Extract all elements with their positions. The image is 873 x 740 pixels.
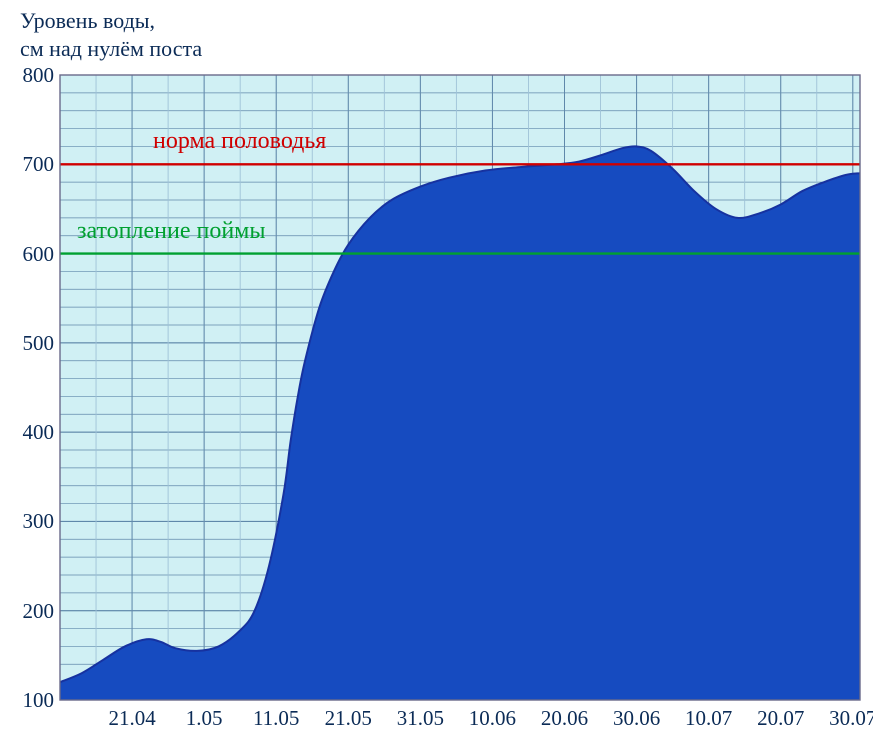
x-tick-label: 10.06 <box>469 706 516 731</box>
x-tick-label: 21.04 <box>108 706 155 731</box>
x-tick-label: 20.07 <box>757 706 804 731</box>
x-tick-label: 30.06 <box>613 706 660 731</box>
x-tick-label: 20.06 <box>541 706 588 731</box>
x-tick-label: 30.07 <box>829 706 873 731</box>
x-tick-label: 31.05 <box>397 706 444 731</box>
threshold-label: затопление поймы <box>77 218 266 245</box>
x-tick-label: 11.05 <box>253 706 299 731</box>
chart-plot <box>0 0 873 740</box>
threshold-label: норма половодья <box>153 128 326 155</box>
x-tick-label: 10.07 <box>685 706 732 731</box>
y-tick-label: 500 <box>4 331 54 356</box>
y-tick-label: 400 <box>4 420 54 445</box>
x-tick-label: 21.05 <box>325 706 372 731</box>
y-tick-label: 600 <box>4 242 54 267</box>
y-tick-label: 200 <box>4 599 54 624</box>
y-tick-label: 700 <box>4 152 54 177</box>
y-tick-label: 100 <box>4 688 54 713</box>
x-tick-label: 1.05 <box>186 706 223 731</box>
chart-container: Уровень воды, см над нулём поста 1002003… <box>0 0 873 740</box>
y-tick-label: 300 <box>4 509 54 534</box>
y-tick-label: 800 <box>4 63 54 88</box>
